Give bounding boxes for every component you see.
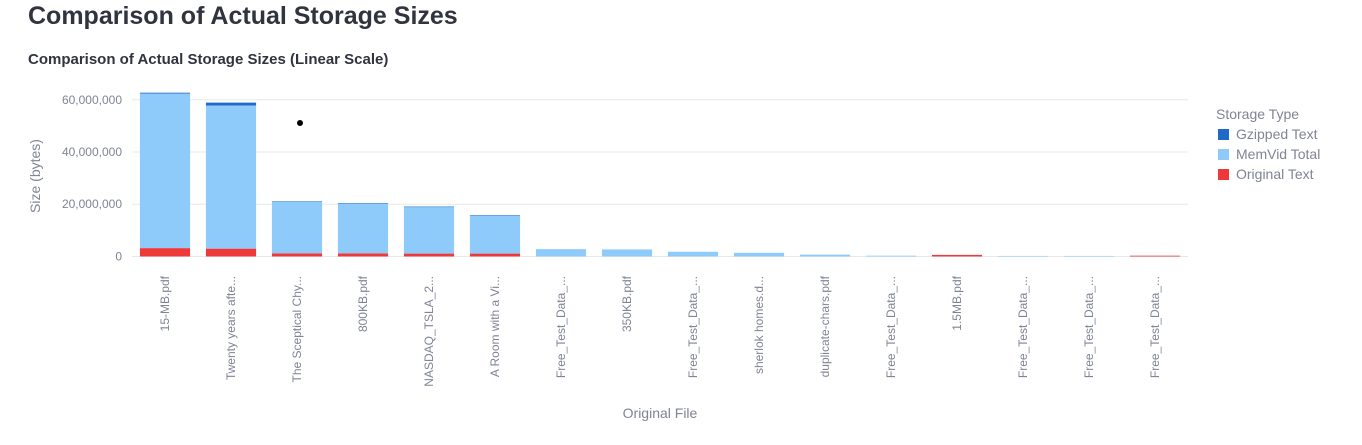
x-tick-label: Free_Test_Data_... bbox=[884, 276, 898, 378]
legend-swatch[interactable] bbox=[1218, 149, 1229, 160]
bar-original-text[interactable] bbox=[1130, 256, 1180, 257]
bar-memvid-total[interactable] bbox=[272, 202, 322, 253]
x-tick-label: Free_Test_Data_... bbox=[554, 276, 568, 378]
legend-label[interactable]: MemVid Total bbox=[1236, 146, 1320, 162]
bar-memvid-total[interactable] bbox=[1064, 256, 1114, 257]
bar-gzipped-text[interactable] bbox=[206, 103, 256, 106]
y-tick-label: 0 bbox=[115, 249, 122, 263]
x-tick-label: Free_Test_Data_... bbox=[686, 276, 700, 378]
legend-swatch[interactable] bbox=[1218, 129, 1229, 140]
bars bbox=[140, 93, 1180, 257]
bar-original-text[interactable] bbox=[404, 254, 454, 257]
bar-memvid-total[interactable] bbox=[404, 207, 454, 254]
bar-memvid-total[interactable] bbox=[470, 215, 520, 253]
legend-title: Storage Type bbox=[1216, 106, 1299, 122]
y-tick-label: 60,000,000 bbox=[62, 93, 122, 107]
bar-memvid-total[interactable] bbox=[866, 256, 916, 257]
y-tick-label: 40,000,000 bbox=[62, 145, 122, 159]
x-tick-label: The Sceptical Chy... bbox=[290, 276, 304, 383]
x-tick-label: Free_Test_Data_... bbox=[1016, 276, 1030, 378]
bar-memvid-total[interactable] bbox=[800, 255, 850, 257]
bar-memvid-total[interactable] bbox=[668, 252, 718, 257]
x-tick-label: 350KB.pdf bbox=[620, 275, 634, 332]
x-tick-label: 1.5MB.pdf bbox=[950, 275, 964, 330]
bar-memvid-total[interactable] bbox=[338, 203, 388, 253]
bar-gzipped-text[interactable] bbox=[272, 201, 322, 202]
x-tick-label: Twenty years afte... bbox=[224, 276, 238, 380]
x-tick-label: 800KB.pdf bbox=[356, 275, 370, 332]
bar-gzipped-text[interactable] bbox=[140, 93, 190, 94]
bar-memvid-total[interactable] bbox=[536, 249, 586, 256]
legend-label[interactable]: Gzipped Text bbox=[1236, 126, 1318, 142]
x-tick-label: sherlok homes.d... bbox=[752, 276, 766, 374]
x-tick-label: 15-MB.pdf bbox=[158, 275, 172, 331]
bar-memvid-total[interactable] bbox=[734, 253, 784, 257]
bar-original-text[interactable] bbox=[140, 248, 190, 256]
x-axis-title: Original File bbox=[623, 405, 698, 421]
bar-original-text[interactable] bbox=[470, 254, 520, 257]
bar-memvid-total[interactable] bbox=[602, 249, 652, 256]
y-tick-label: 20,000,000 bbox=[62, 197, 122, 211]
bar-original-text[interactable] bbox=[206, 249, 256, 257]
bar-gzipped-text[interactable] bbox=[338, 203, 388, 204]
y-axis-ticks: 0 20,000,000 40,000,000 60,000,000 bbox=[62, 93, 122, 264]
cursor-dot bbox=[297, 120, 303, 126]
bar-gzipped-text[interactable] bbox=[470, 215, 520, 216]
bar-original-text[interactable] bbox=[932, 255, 982, 257]
x-tick-label: Free_Test_Data_... bbox=[1148, 276, 1162, 378]
legend-label[interactable]: Original Text bbox=[1236, 166, 1314, 182]
bar-original-text[interactable] bbox=[272, 253, 322, 256]
x-tick-label: duplicate-chars.pdf bbox=[818, 275, 832, 377]
bar-original-text[interactable] bbox=[338, 253, 388, 256]
bar-gzipped-text[interactable] bbox=[404, 207, 454, 208]
x-axis-ticks: 15-MB.pdf Twenty years afte... The Sceptic… bbox=[158, 275, 1162, 386]
bar-memvid-total[interactable] bbox=[140, 93, 190, 248]
x-tick-label: A Room with a Vi... bbox=[488, 276, 502, 377]
legend: Storage Type Gzipped Text MemVid Total Ori… bbox=[1216, 106, 1320, 182]
bar-memvid-total[interactable] bbox=[206, 106, 256, 249]
x-tick-label: Free_Test_Data_... bbox=[1082, 276, 1096, 378]
bar-memvid-total[interactable] bbox=[998, 256, 1048, 257]
y-axis-title: Size (bytes) bbox=[27, 139, 43, 213]
x-tick-label: NASDAQ_TSLA_2... bbox=[422, 276, 436, 387]
legend-swatch[interactable] bbox=[1218, 169, 1229, 180]
